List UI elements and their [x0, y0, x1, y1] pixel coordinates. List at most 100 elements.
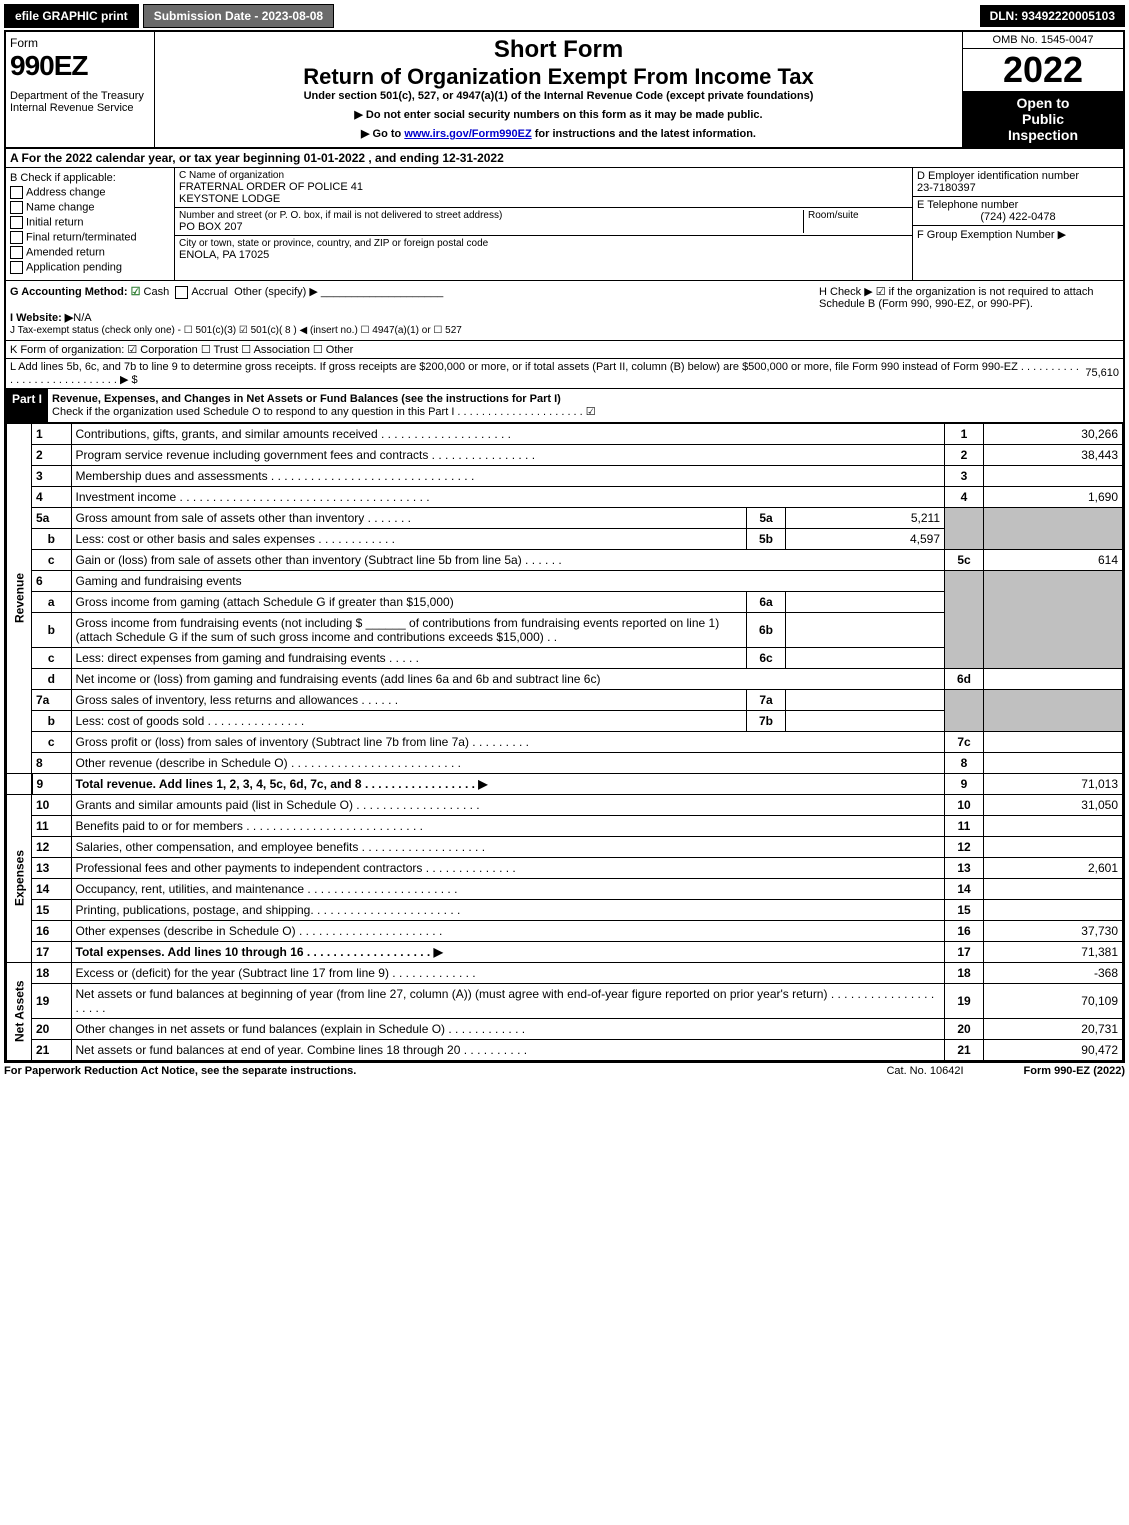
- return-title: Return of Organization Exempt From Incom…: [159, 64, 958, 90]
- line-5b-amount: 4,597: [786, 528, 945, 549]
- line-2-text: Program service revenue including govern…: [71, 444, 945, 465]
- line-11-amount: [984, 815, 1123, 836]
- label-room: Room/suite: [808, 210, 908, 221]
- line-10-amount: 31,050: [984, 794, 1123, 815]
- form-id-block: Form 990EZ Department of the Treasury In…: [6, 32, 155, 147]
- line-3-amount: [984, 465, 1123, 486]
- gross-receipts-amount: 75,610: [1085, 367, 1119, 379]
- line-6-text: Gaming and fundraising events: [71, 570, 945, 591]
- label-telephone: E Telephone number: [917, 199, 1119, 211]
- line-7c-text: Gross profit or (loss) from sales of inv…: [71, 731, 945, 752]
- under-section: Under section 501(c), 527, or 4947(a)(1)…: [159, 90, 958, 102]
- line-7b-amount: [786, 710, 945, 731]
- line-7a-text: Gross sales of inventory, less returns a…: [71, 689, 747, 710]
- efile-print-button[interactable]: efile GRAPHIC print: [4, 4, 139, 28]
- part-1-label: Part I: [6, 389, 48, 422]
- line-15-amount: [984, 899, 1123, 920]
- line-17-text: Total expenses. Add lines 10 through 16 …: [71, 941, 945, 962]
- form-header: Form 990EZ Department of the Treasury In…: [6, 32, 1123, 149]
- row-a-tax-year: A For the 2022 calendar year, or tax yea…: [6, 149, 1123, 168]
- dept-label: Department of the Treasury: [10, 90, 150, 102]
- line-7c-amount: [984, 731, 1123, 752]
- netassets-side-label: Net Assets: [7, 962, 32, 1060]
- expenses-side-label: Expenses: [7, 794, 32, 962]
- line-20-text: Other changes in net assets or fund bala…: [71, 1018, 945, 1039]
- cash-check-icon: ☑: [131, 286, 141, 298]
- form-number: 990EZ: [10, 50, 150, 82]
- line-6b-amount: [786, 612, 945, 647]
- ssn-warning: ▶ Do not enter social security numbers o…: [159, 108, 958, 121]
- line-13-amount: 2,601: [984, 857, 1123, 878]
- page-footer: For Paperwork Reduction Act Notice, see …: [4, 1063, 1125, 1079]
- chk-address-change[interactable]: Address change: [10, 186, 170, 199]
- form-title-block: Short Form Return of Organization Exempt…: [155, 32, 963, 147]
- label-street: Number and street (or P. O. box, if mail…: [179, 210, 803, 221]
- irs-label: Internal Revenue Service: [10, 102, 150, 114]
- label-city: City or town, state or province, country…: [179, 238, 908, 249]
- line-19-amount: 70,109: [984, 983, 1123, 1018]
- tax-exempt-status: J Tax-exempt status (check only one) - ☐…: [10, 325, 462, 336]
- line-5c-amount: 614: [984, 549, 1123, 570]
- line-9-text: Total revenue. Add lines 1, 2, 3, 4, 5c,…: [71, 773, 945, 794]
- line-16-amount: 37,730: [984, 920, 1123, 941]
- line-5a-amount: 5,211: [786, 507, 945, 528]
- chk-final-return[interactable]: Final return/terminated: [10, 231, 170, 244]
- line-20-amount: 20,731: [984, 1018, 1123, 1039]
- line-19-text: Net assets or fund balances at beginning…: [71, 983, 945, 1018]
- line-8-amount: [984, 752, 1123, 773]
- line-8-text: Other revenue (describe in Schedule O) .…: [71, 752, 945, 773]
- line-5b-text: Less: cost or other basis and sales expe…: [71, 528, 747, 549]
- website-label: I Website: ▶: [10, 312, 73, 324]
- line-4-text: Investment income . . . . . . . . . . . …: [71, 486, 945, 507]
- line-21-text: Net assets or fund balances at end of ye…: [71, 1039, 945, 1060]
- ein-value: 23-7180397: [917, 182, 1119, 194]
- line-11-text: Benefits paid to or for members . . . . …: [71, 815, 945, 836]
- line-21-amount: 90,472: [984, 1039, 1123, 1060]
- chk-application-pending[interactable]: Application pending: [10, 261, 170, 274]
- org-name-2: KEYSTONE LODGE: [179, 193, 908, 205]
- chk-initial-return[interactable]: Initial return: [10, 216, 170, 229]
- form-word: Form: [10, 36, 150, 50]
- line-9-amount: 71,013: [984, 773, 1123, 794]
- col-d-ids: D Employer identification number 23-7180…: [913, 168, 1123, 280]
- short-form-title: Short Form: [159, 36, 958, 64]
- line-7a-amount: [786, 689, 945, 710]
- website-value: N/A: [73, 312, 91, 324]
- goto-instructions: ▶ Go to www.irs.gov/Form990EZ for instru…: [159, 127, 958, 140]
- line-6a-text: Gross income from gaming (attach Schedul…: [71, 591, 747, 612]
- chk-name-change[interactable]: Name change: [10, 201, 170, 214]
- open-inspection: Open to Public Inspection: [963, 91, 1123, 147]
- form-year-block: OMB No. 1545-0047 2022 Open to Public In…: [963, 32, 1123, 147]
- org-name-1: FRATERNAL ORDER OF POLICE 41: [179, 181, 908, 193]
- submission-date-button[interactable]: Submission Date - 2023-08-08: [143, 4, 334, 28]
- line-13-text: Professional fees and other payments to …: [71, 857, 945, 878]
- line-6c-text: Less: direct expenses from gaming and fu…: [71, 647, 747, 668]
- line-5a-text: Gross amount from sale of assets other t…: [71, 507, 747, 528]
- chk-amended-return[interactable]: Amended return: [10, 246, 170, 259]
- col-b-checkboxes: B Check if applicable: Address change Na…: [6, 168, 175, 280]
- label-group-exemption: F Group Exemption Number ▶: [917, 228, 1119, 241]
- line-10-text: Grants and similar amounts paid (list in…: [71, 794, 945, 815]
- line-14-text: Occupancy, rent, utilities, and maintena…: [71, 878, 945, 899]
- irs-link[interactable]: www.irs.gov/Form990EZ: [404, 128, 531, 140]
- line-16-text: Other expenses (describe in Schedule O) …: [71, 920, 945, 941]
- label-org-name: C Name of organization: [179, 170, 908, 181]
- line-6a-amount: [786, 591, 945, 612]
- line-3-text: Membership dues and assessments . . . . …: [71, 465, 945, 486]
- omb-number: OMB No. 1545-0047: [963, 32, 1123, 49]
- line-6c-amount: [786, 647, 945, 668]
- line-2-amount: 38,443: [984, 444, 1123, 465]
- row-g-h: G Accounting Method: ☑ Cash Accrual Othe…: [6, 281, 1123, 341]
- part-1-header: Part I Revenue, Expenses, and Changes in…: [6, 389, 1123, 423]
- line-1-text: Contributions, gifts, grants, and simila…: [71, 423, 945, 444]
- col-c-org-info: C Name of organization FRATERNAL ORDER O…: [175, 168, 913, 280]
- label-ein: D Employer identification number: [917, 170, 1119, 182]
- line-15-text: Printing, publications, postage, and shi…: [71, 899, 945, 920]
- line-4-amount: 1,690: [984, 486, 1123, 507]
- footer-mid: Cat. No. 10642I: [886, 1065, 963, 1077]
- city-state-zip: ENOLA, PA 17025: [179, 249, 908, 261]
- line-12-text: Salaries, other compensation, and employ…: [71, 836, 945, 857]
- form-container: Form 990EZ Department of the Treasury In…: [4, 30, 1125, 1063]
- line-18-text: Excess or (deficit) for the year (Subtra…: [71, 962, 945, 983]
- accrual-checkbox[interactable]: [175, 286, 188, 299]
